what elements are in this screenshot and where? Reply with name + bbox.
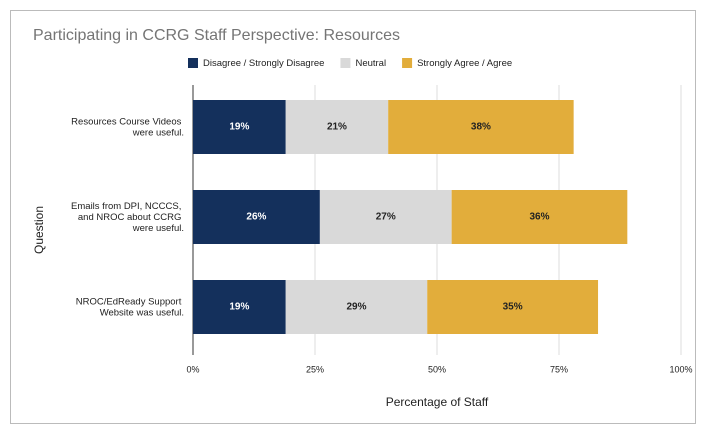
legend-label: Disagree / Strongly Disagree xyxy=(203,58,324,69)
data-label: 21% xyxy=(327,122,347,133)
data-label: 26% xyxy=(246,212,266,223)
y-tick-label: Resources Course Videos were useful. xyxy=(71,116,184,138)
bar xyxy=(427,280,599,334)
y-axis-label: Question xyxy=(32,206,46,254)
y-tick-label: NROC/EdReady Support Website was useful. xyxy=(76,296,184,318)
y-tick-label: Emails from DPI, NCCCS, and NROC about C… xyxy=(71,201,184,234)
x-tick-label: 75% xyxy=(550,364,568,374)
legend-swatch xyxy=(402,58,413,68)
x-tick-label: 50% xyxy=(428,364,446,374)
x-tick-label: 0% xyxy=(186,364,199,374)
bar xyxy=(451,190,628,244)
data-label: 35% xyxy=(503,302,523,313)
bar xyxy=(193,280,286,334)
bar xyxy=(193,100,286,154)
bar xyxy=(388,100,574,154)
chart-title: Participating in CCRG Staff Perspective:… xyxy=(33,27,400,44)
data-label: 19% xyxy=(229,302,249,313)
legend-label: Strongly Agree / Agree xyxy=(417,58,512,69)
data-label: 27% xyxy=(376,212,396,223)
bar xyxy=(285,100,389,154)
bar xyxy=(285,280,428,334)
bar xyxy=(193,190,320,244)
legend-label: Neutral xyxy=(355,58,386,69)
data-label: 29% xyxy=(346,302,366,313)
data-label: 38% xyxy=(471,122,491,133)
x-tick-label: 100% xyxy=(669,364,692,374)
legend-swatch xyxy=(188,58,198,68)
legend-swatch xyxy=(340,58,351,68)
data-label: 19% xyxy=(229,122,249,133)
x-tick-label: 25% xyxy=(306,364,324,374)
data-label: 36% xyxy=(529,212,549,223)
x-axis-label: Percentage of Staff xyxy=(386,395,489,409)
bar xyxy=(319,190,452,244)
